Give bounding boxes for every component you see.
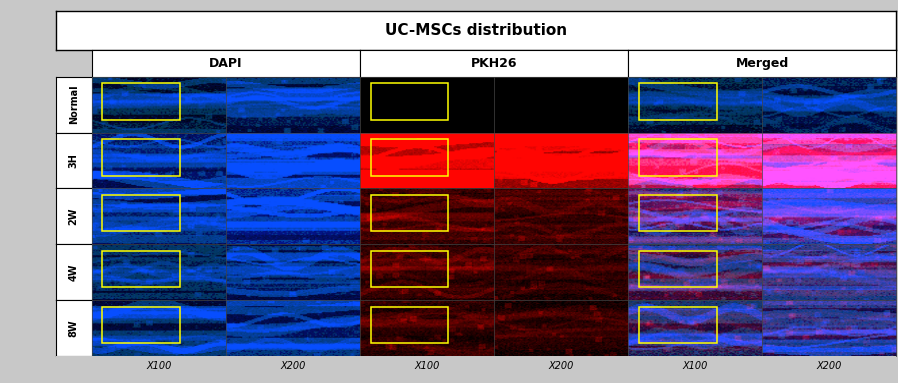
Bar — [102, 195, 180, 231]
Bar — [102, 307, 180, 343]
Text: 2W: 2W — [68, 208, 79, 225]
Bar — [371, 251, 448, 287]
Text: 3H: 3H — [68, 153, 79, 168]
Text: X100: X100 — [682, 360, 708, 371]
Bar — [638, 251, 717, 287]
Text: X200: X200 — [280, 360, 305, 371]
Bar — [371, 307, 448, 343]
Text: X200: X200 — [816, 360, 841, 371]
Bar — [371, 195, 448, 231]
Text: DAPI: DAPI — [209, 57, 242, 70]
Bar — [638, 139, 717, 175]
Bar — [638, 195, 717, 231]
Bar — [371, 139, 448, 175]
Text: 4W: 4W — [68, 264, 79, 281]
Bar — [638, 83, 717, 119]
Bar — [102, 139, 180, 175]
Text: X200: X200 — [549, 360, 574, 371]
Bar — [638, 307, 717, 343]
Bar — [102, 83, 180, 119]
Bar — [371, 83, 448, 119]
Bar — [102, 251, 180, 287]
Text: Merged: Merged — [735, 57, 788, 70]
Text: PKH26: PKH26 — [471, 57, 517, 70]
Text: 8W: 8W — [68, 319, 79, 337]
Text: X100: X100 — [146, 360, 172, 371]
Text: UC-MSCs distribution: UC-MSCs distribution — [385, 23, 567, 38]
Text: Normal: Normal — [68, 85, 79, 124]
Text: X100: X100 — [414, 360, 439, 371]
